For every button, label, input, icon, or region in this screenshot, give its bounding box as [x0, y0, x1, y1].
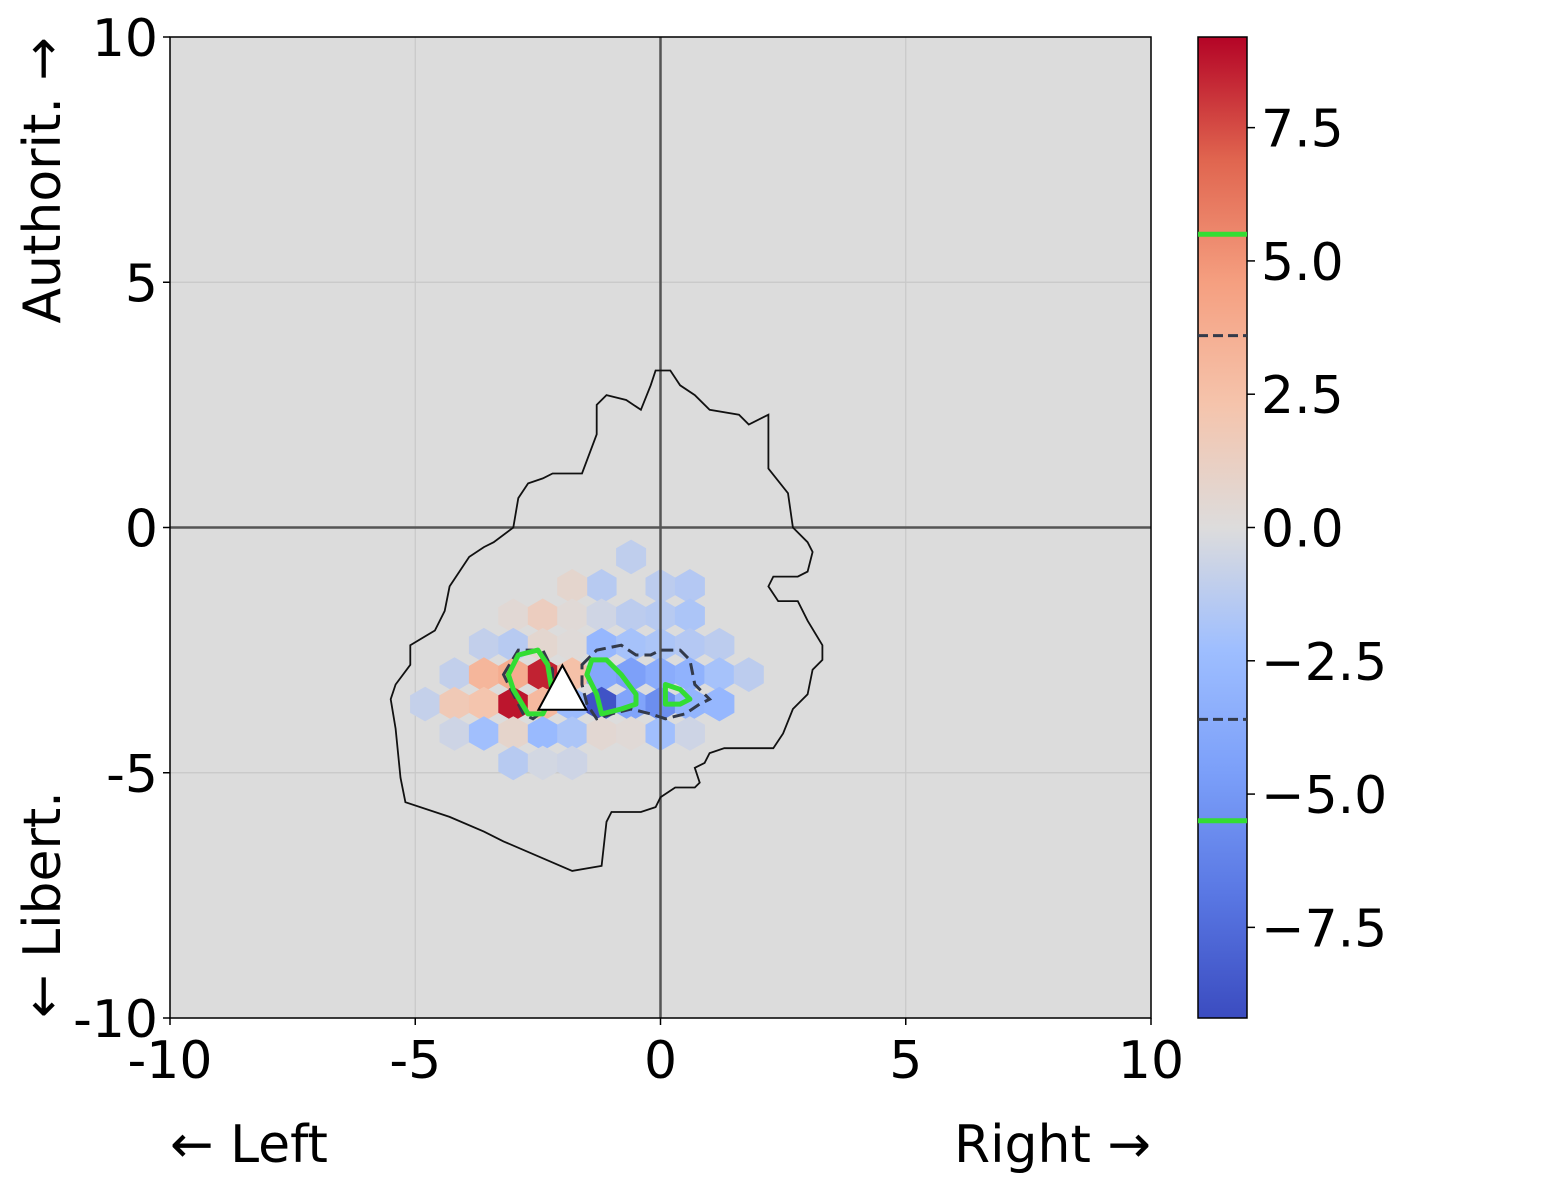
hexbin-cell-43 [439, 716, 470, 751]
hexbin-cell-52 [498, 745, 529, 781]
hexbin-cell-5 [498, 598, 529, 634]
hexbin-cell-23 [498, 657, 529, 692]
y-label-top: Authorit. → [13, 37, 73, 324]
hexbin-cell-47 [557, 716, 588, 751]
region-outline-layer [389, 369, 824, 872]
y-tick-label-4: 10 [92, 9, 158, 69]
x-ticks: -10 -5 0 5 10 [128, 1018, 1184, 1091]
hexbin-cell-53 [527, 745, 558, 781]
y-tick-label-1: -5 [106, 745, 158, 805]
x-label-right: Right → [954, 1115, 1151, 1175]
marker-layer [536, 663, 589, 711]
hexbin-cell-54 [557, 745, 588, 781]
colorbar-tick-label-2: 2.5 [1261, 366, 1344, 426]
hexbin-layer [410, 539, 764, 781]
hexbin-cell-0 [616, 539, 647, 575]
region-outline [389, 369, 824, 872]
green-contour-2 [662, 682, 693, 707]
x-tick-label-2: 0 [644, 1031, 677, 1091]
hexbin-cell-51 [674, 716, 705, 751]
zero-axis-lines [170, 37, 1151, 1018]
hexbin-cell-12 [468, 627, 499, 663]
y-tick-label-0: -10 [73, 990, 158, 1050]
colorbar-gradient [1197, 36, 1248, 1019]
colorbar-tick-label-6: −7.5 [1261, 899, 1387, 959]
x-tick-label-1: -5 [389, 1031, 441, 1091]
colorbar-level-lines [1198, 231, 1247, 824]
x-tick-label-0: -10 [128, 1031, 213, 1091]
hexbin-cell-4 [557, 569, 588, 604]
y-tick-label-3: 5 [125, 254, 158, 314]
hexbin-cell-8 [586, 598, 617, 634]
hexbin-cell-20 [704, 627, 735, 663]
hexbin-cell-44 [468, 716, 499, 751]
hexbin-cell-33 [439, 686, 470, 722]
hexbin-cell-14 [527, 627, 558, 663]
hexbin-cell-29 [674, 657, 705, 692]
colorbar-tick-label-0: 7.5 [1261, 100, 1344, 160]
hexbin-cell-22 [468, 657, 499, 692]
colorbar-tick-label-5: −5.0 [1261, 766, 1387, 826]
hexbin-cell-7 [557, 598, 588, 634]
colorbar-ticks: 7.5 5.0 2.5 0.0 −2.5 −5.0 −7.5 [1247, 100, 1387, 959]
hexbin-cell-17 [616, 627, 647, 663]
colorbar: 7.5 5.0 2.5 0.0 −2.5 −5.0 −7.5 [1197, 36, 1387, 1019]
hexbin-cell-48 [586, 716, 617, 751]
hexbin-cell-21 [439, 657, 470, 692]
hexbin-cell-41 [674, 686, 705, 722]
y-ticks: -10 -5 0 5 10 [73, 9, 170, 1050]
y-label-bottom: ← Libert. [13, 791, 73, 1018]
hexbin-cell-1 [586, 569, 617, 604]
y-tick-label-2: 0 [125, 500, 158, 560]
colorbar-tick-label-4: −2.5 [1261, 633, 1387, 693]
dashed-contour-1 [580, 643, 713, 721]
hexbin-cell-6 [527, 598, 558, 634]
hexbin-cell-16 [586, 627, 617, 663]
hexbin-cell-3 [674, 569, 705, 604]
hexbin-cell-31 [733, 657, 764, 692]
x-label-left: ← Left [170, 1115, 328, 1175]
hexbin-cell-11 [674, 598, 705, 634]
hexbin-cell-9 [616, 598, 647, 634]
hexbin-cell-46 [527, 716, 558, 751]
green-contour-1 [584, 657, 639, 717]
hexbin-cell-49 [616, 716, 647, 751]
hexbin-cell-42 [704, 686, 735, 722]
hexbin-cell-32 [410, 686, 441, 722]
hexbin-cell-30 [704, 657, 735, 692]
x-tick-label-4: 10 [1118, 1031, 1184, 1091]
colorbar-tick-label-3: 0.0 [1261, 500, 1344, 560]
hexbin-cell-15 [557, 627, 588, 663]
x-tick-label-3: 5 [889, 1031, 922, 1091]
colorbar-tick-label-1: 5.0 [1261, 233, 1344, 293]
hexbin-cell-27 [616, 657, 647, 692]
hexbin-cell-45 [498, 716, 529, 751]
triangle-marker [536, 663, 589, 711]
hexbin-cell-34 [468, 686, 499, 722]
hexbin-cell-35 [498, 686, 529, 722]
